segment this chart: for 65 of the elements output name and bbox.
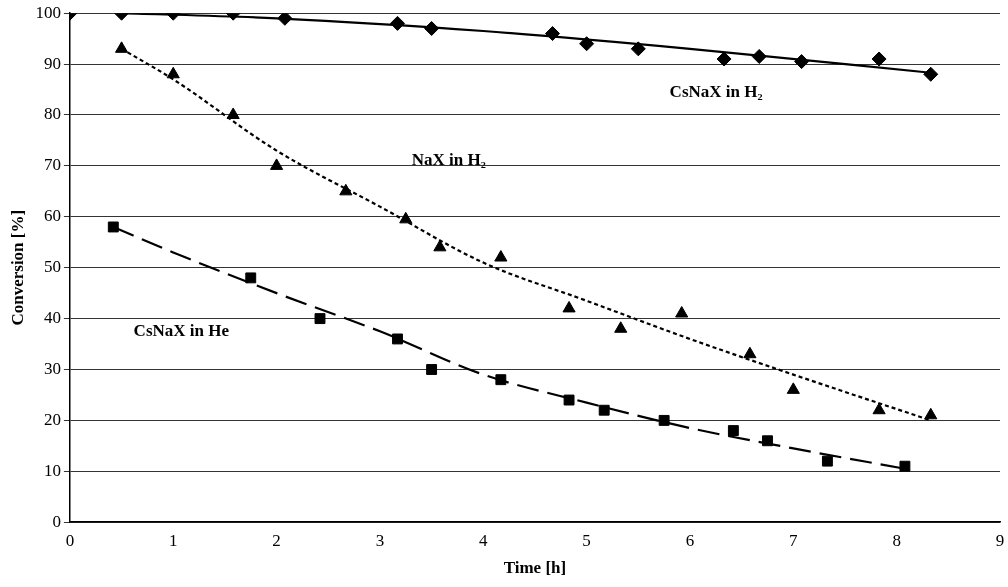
x-tick-label: 8 [892, 530, 901, 550]
x-tick-label: 5 [582, 530, 591, 550]
point [424, 20, 440, 36]
point [562, 300, 576, 313]
y-tick-label: 80 [43, 104, 61, 124]
y-tick-label: 70 [43, 155, 61, 175]
y-tick-label: 40 [43, 308, 61, 328]
y-tick-label: 0 [52, 511, 61, 531]
point [658, 414, 670, 426]
point [270, 158, 284, 170]
point [166, 66, 180, 79]
x-tick-label: 1 [168, 530, 178, 550]
point [245, 272, 257, 284]
point [392, 333, 403, 345]
point [226, 107, 240, 119]
point [675, 306, 689, 318]
point [727, 425, 739, 437]
point [115, 41, 129, 53]
x-tick-label: 6 [685, 530, 695, 550]
y-tick-label: 90 [43, 53, 61, 73]
point [399, 211, 413, 224]
y-tick-label: 50 [43, 257, 61, 277]
point [614, 321, 628, 333]
point [314, 313, 326, 325]
point [716, 51, 732, 67]
series-label: CsNaX in H₂ [669, 82, 763, 102]
x-tick-label: 4 [479, 530, 489, 550]
point [924, 407, 938, 420]
point [899, 460, 911, 472]
point [579, 36, 595, 52]
point [339, 183, 353, 196]
y-tick-label: 30 [43, 358, 61, 378]
point [107, 221, 119, 233]
x-tick-label: 7 [789, 530, 799, 550]
point [630, 41, 646, 57]
point [762, 435, 773, 447]
point [277, 13, 293, 26]
point [743, 346, 757, 359]
point [751, 48, 767, 64]
x-tick-label: 0 [65, 530, 75, 550]
text: CsNaX in He [133, 321, 230, 341]
point [872, 402, 886, 415]
point [923, 66, 939, 82]
point [494, 250, 508, 262]
point [390, 15, 405, 31]
point [433, 239, 447, 252]
x-tick-label: 2 [272, 530, 281, 550]
point [786, 382, 800, 394]
y-tick-label: 60 [43, 206, 61, 226]
point [821, 455, 833, 467]
x-tick-label: 9 [995, 530, 1005, 550]
y-tick-label: 100 [35, 2, 61, 22]
point [545, 26, 561, 42]
point [598, 404, 610, 416]
point [495, 374, 507, 386]
y-axis-title: Conversion [%] [7, 209, 27, 326]
y-tick-label: 20 [43, 409, 61, 429]
point [563, 394, 575, 406]
x-axis-title: Time [h] [503, 558, 567, 578]
x-tick-label: 3 [375, 530, 385, 550]
point [871, 51, 887, 67]
y-tick-label: 10 [43, 460, 61, 480]
point [426, 364, 438, 375]
point [794, 54, 810, 70]
text: NaX in H₂ [411, 149, 486, 169]
